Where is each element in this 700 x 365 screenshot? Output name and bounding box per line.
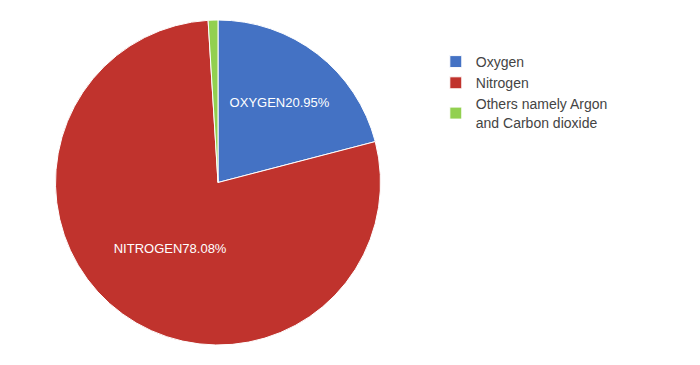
svg-text:Oxygen: Oxygen [476,54,524,70]
svg-text:NITROGEN78.08%: NITROGEN78.08% [114,241,227,256]
svg-text:Nitrogen: Nitrogen [476,75,529,91]
svg-text:Others namely Argonand Carbon: Others namely Argonand Carbon dioxide [476,96,608,130]
svg-text:OXYGEN20.95%: OXYGEN20.95% [230,95,330,110]
